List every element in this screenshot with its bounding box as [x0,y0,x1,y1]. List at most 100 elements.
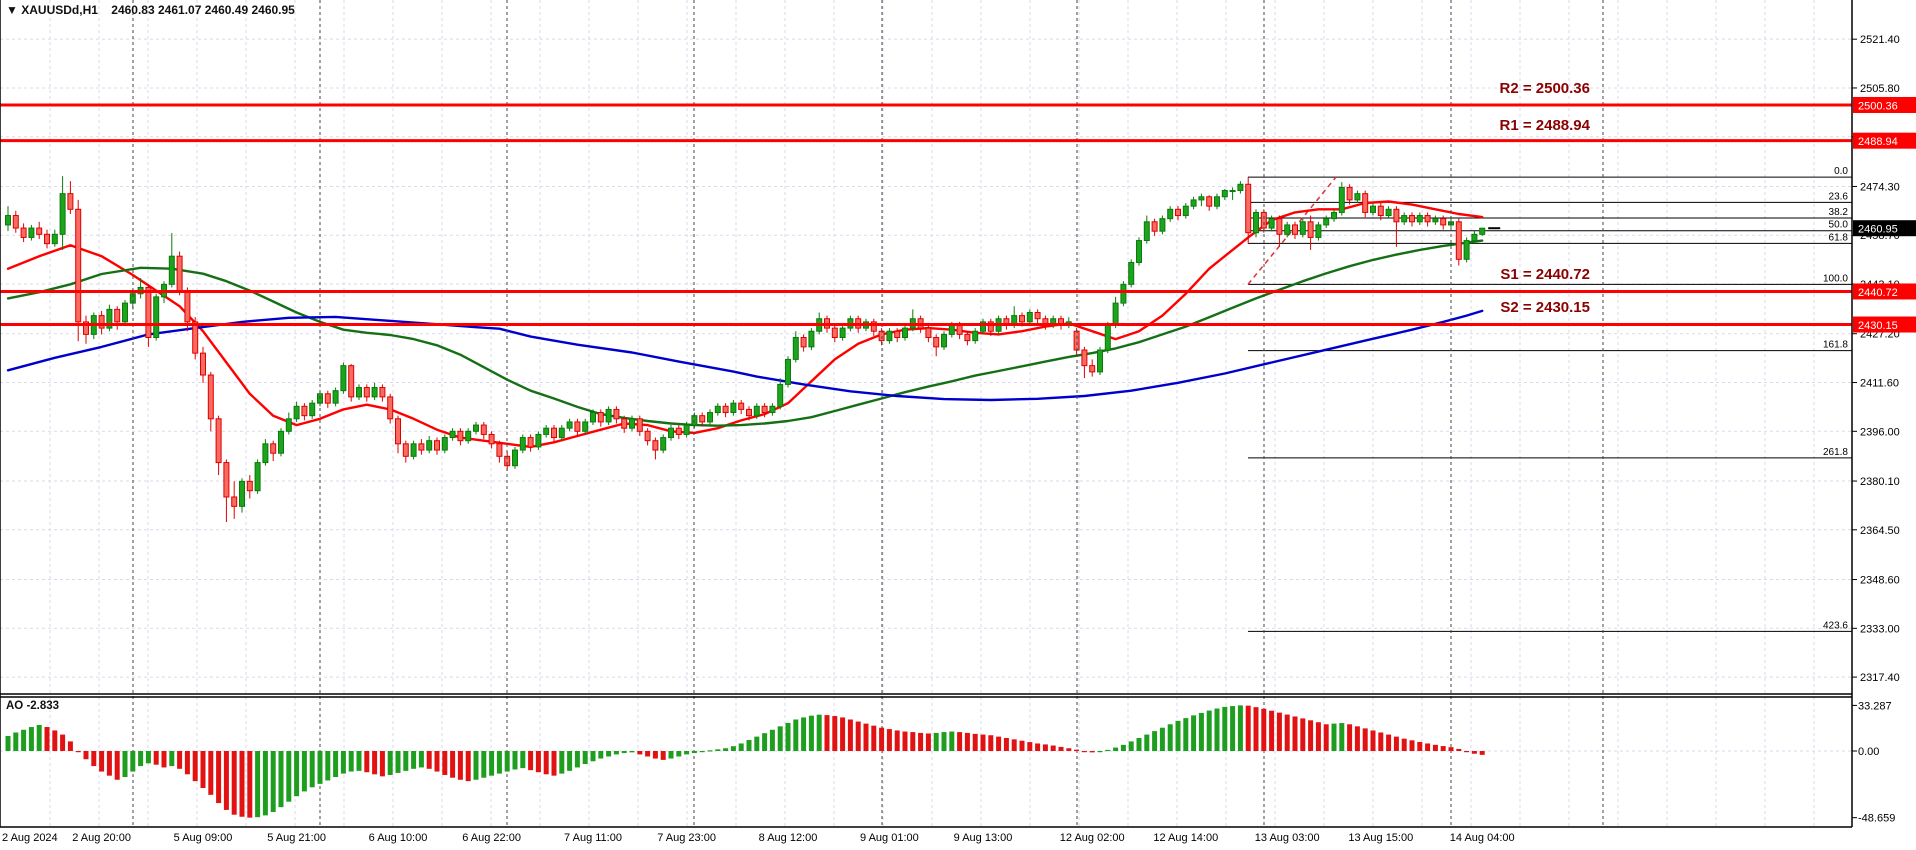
candle-body [488,433,495,445]
ao-bar [1206,710,1212,751]
candle-body [200,352,206,376]
time-label: 7 Aug 23:00 [657,832,716,844]
ao-bar [613,751,619,755]
candle-body [1104,324,1111,351]
candle-body [1440,218,1447,226]
candle-body [769,405,776,414]
ao-bar [980,734,986,751]
ao-bar [606,751,612,757]
symbol-dropdown-icon[interactable]: ▼ [6,3,18,17]
candle-body [886,330,893,342]
candle-body [1206,196,1213,207]
level-badge-r1-text: 2488.94 [1858,136,1898,148]
candle-body [1315,224,1322,238]
candle-body [20,227,27,238]
candle-body [1463,240,1470,260]
candle-body [1159,218,1166,232]
ao-bar [1471,751,1477,754]
candle-body [1073,330,1080,351]
ao-bar [450,751,456,778]
ao-bar [746,740,752,751]
fibonacci-retracement[interactable]: 0.0 23.6 38.2 50.061.8 100.0 161.8 261.8 423.6 [1247,166,1852,632]
ao-bar [676,751,682,757]
ao-bar [1128,741,1134,751]
ao-bar [1230,706,1236,751]
candle-body [566,421,573,429]
chart-title: ▼ XAUUSDd,H1 2460.83 2461.07 2460.49 246… [6,3,295,17]
ao-bar [894,730,900,751]
candle-body [473,424,479,432]
candle-body [714,405,721,414]
ao-bar [403,751,409,771]
candle-body [1323,218,1330,226]
ao-bar [925,733,931,751]
candle-body [519,437,526,451]
candle-body [629,418,635,429]
candle-body [1307,221,1314,238]
ao-indicator-label: AO -2.833 [6,700,60,712]
candle-body [1354,193,1361,201]
candle-body [278,430,284,454]
candle-body [1299,221,1306,235]
ao-bar [340,751,346,774]
ao-bar [1144,734,1150,751]
ao-bar [60,734,66,751]
ao-bar [1159,727,1165,751]
price-axis[interactable]: 2521.402505.802490.202474.302458.702443.… [1852,34,1900,825]
candle-body [168,255,175,285]
candle-body [1089,365,1096,373]
candle-body [738,402,745,410]
candle-body [558,427,565,439]
time-label: 7 Aug 11:00 [564,832,622,844]
candle-body [652,440,659,451]
price-tick-label: 2333.00 [1860,623,1900,635]
candle-body [1401,215,1408,223]
candle-body [808,330,815,348]
candle-body [831,327,838,338]
ao-bar [255,751,261,818]
ao-bar [1323,724,1329,751]
level-badge-r2-text: 2500.36 [1858,100,1898,112]
ao-bar [356,751,362,771]
candle-body [457,430,464,442]
ao-bar [691,751,697,754]
candle-body [1362,193,1369,213]
ao-bar [239,751,245,817]
fib-label: 50.0 [1829,220,1849,231]
awesome-oscillator [5,705,1485,818]
ao-bar [309,751,315,788]
ao-bar [1191,715,1197,751]
candle-body [356,387,362,398]
candle-body [1393,208,1400,223]
time-axis[interactable]: 2 Aug 2024 2 Aug 20:00 5 Aug 09:00 5 Aug 21… [2,832,1515,844]
ao-bar [1440,746,1446,751]
candle-body [730,402,737,414]
candle-body [1416,215,1423,223]
candle-body [1182,205,1189,217]
candle-body [122,302,128,323]
ao-bar [395,751,401,773]
annotation-r2: R2 = 2500.36 [1499,80,1591,97]
ohlc-open: 2460.83 [111,3,155,17]
ao-bar [723,748,729,751]
candle-body [668,427,674,439]
ao-bar [465,751,471,782]
ao-bar [192,751,198,782]
time-label: 5 Aug 21:00 [267,832,326,844]
candle-body [332,390,339,404]
ao-bar [559,751,565,774]
ao-bar [161,751,167,768]
pivot-levels[interactable] [0,103,1852,327]
ao-bar [28,727,34,751]
ao-bar [949,731,955,751]
ao-bar [941,732,947,751]
ao-bar [1167,724,1173,751]
current-price-badge-text: 2460.95 [1858,224,1898,236]
ao-bar [1393,736,1399,751]
candle-body [987,321,994,332]
ao-bar [1479,751,1485,755]
time-label: 6 Aug 10:00 [369,832,428,844]
ao-bar [1354,726,1360,751]
ao-bar [1432,744,1438,751]
